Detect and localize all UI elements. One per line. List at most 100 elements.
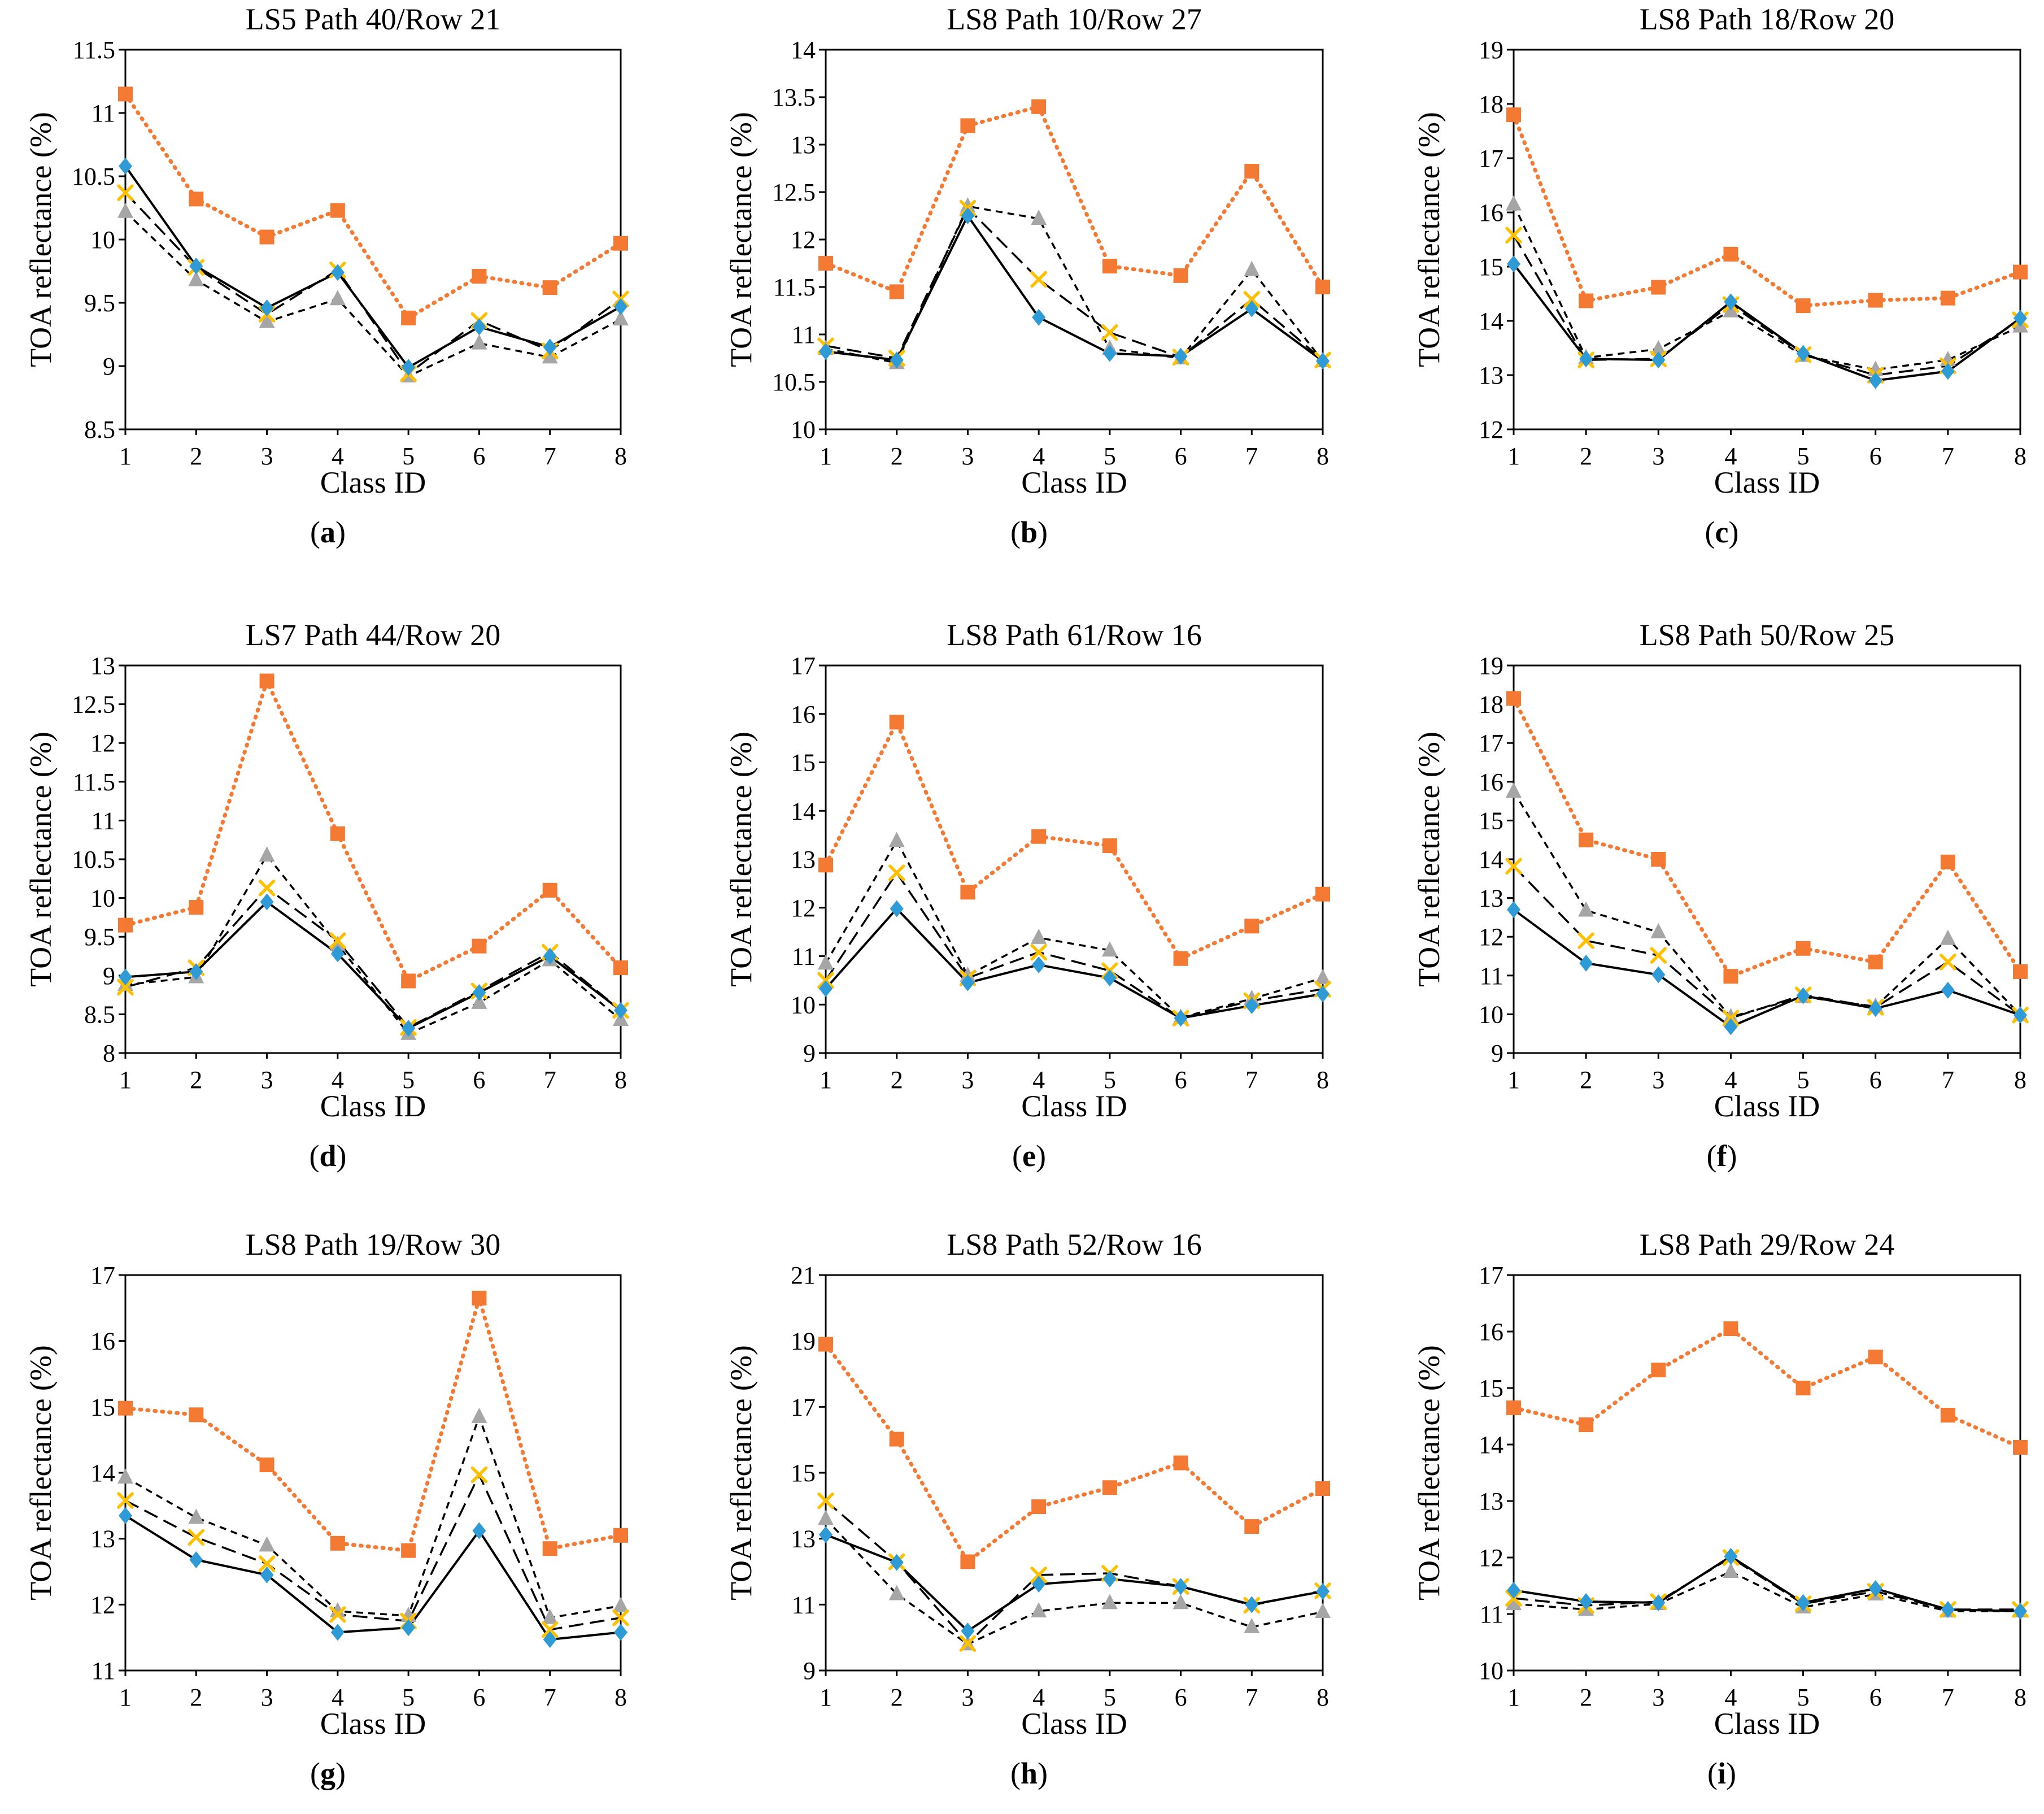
x-tick-label: 3 <box>1652 1684 1664 1711</box>
data-point-square <box>960 885 975 900</box>
y-tick-label: 13 <box>1479 1487 1503 1515</box>
series-line-orange-square-dotted <box>123 1296 623 1553</box>
y-tick-label: 17 <box>1479 1261 1503 1289</box>
series-line-gold-x-longdash <box>124 192 622 375</box>
data-point-diamond <box>1796 1594 1810 1611</box>
data-point-square <box>542 882 557 898</box>
data-point-square <box>1795 298 1811 314</box>
data-point-x <box>188 1529 205 1546</box>
y-tick-label: 9 <box>803 1039 816 1067</box>
data-point-diamond <box>890 351 904 369</box>
x-tick-label: 1 <box>119 1684 132 1711</box>
y-axis-title: TOA reflectance (%) <box>1412 112 1446 367</box>
data-point-x <box>258 880 276 897</box>
data-point-triangle <box>818 954 834 970</box>
panel-letter-text: b <box>1021 515 1038 549</box>
data-point-square <box>542 1541 557 1556</box>
data-point-square <box>1173 268 1188 283</box>
x-tick-label: 8 <box>2014 1066 2026 1094</box>
panel-letter: (a) <box>310 515 346 549</box>
data-point-triangle <box>1244 260 1260 276</box>
data-point-triangle <box>1244 1618 1260 1633</box>
data-point-x <box>117 978 134 996</box>
panel-letter-text: i <box>1718 1756 1726 1790</box>
data-point-triangle <box>1578 901 1594 917</box>
data-point-triangle <box>471 1407 487 1423</box>
y-tick-label: 13 <box>791 131 816 159</box>
data-point-square <box>889 1432 904 1447</box>
y-tick-label: 14 <box>791 36 816 64</box>
data-point-diamond <box>1579 954 1593 972</box>
panel-letter: (d) <box>309 1139 346 1173</box>
x-tick-label: 5 <box>1797 442 1810 470</box>
x-tick-label: 3 <box>961 1684 974 1711</box>
data-point-triangle <box>613 310 629 326</box>
data-point-diamond <box>543 338 557 356</box>
y-axis-title: TOA reflectance (%) <box>724 1345 758 1600</box>
y-axis-title: TOA reflectance (%) <box>24 1345 58 1600</box>
y-tick-label: 10 <box>90 885 115 912</box>
data-point-square <box>1795 1381 1811 1395</box>
y-tick-label: 17 <box>1479 145 1503 172</box>
data-point-diamond <box>260 1566 274 1584</box>
panel-f: LS8 Path 50/Row 259101112131415161718191… <box>1412 618 2029 1173</box>
data-point-diamond <box>472 984 486 1001</box>
y-tick-label: 17 <box>791 1393 816 1421</box>
data-point-triangle <box>1101 1594 1118 1609</box>
data-point-square <box>1723 969 1738 984</box>
data-point-diamond <box>1174 1578 1188 1595</box>
series-line-blue-diamond-solid <box>825 1533 1323 1632</box>
data-point-diamond <box>1102 345 1117 362</box>
x-axis-title: Class ID <box>1714 1707 1820 1741</box>
data-point-square <box>118 917 133 933</box>
data-point-square <box>1723 246 1738 262</box>
y-tick-label: 11 <box>91 1657 115 1685</box>
data-point-triangle <box>329 1602 346 1617</box>
y-tick-label: 11 <box>91 99 115 127</box>
data-point-diamond <box>2014 1603 2027 1620</box>
series-line-gray-triangle-dashed <box>1513 791 2021 1018</box>
y-tick-label: 12 <box>1479 923 1503 951</box>
x-tick-label: 2 <box>1580 1684 1592 1711</box>
y-tick-label: 9 <box>1491 1039 1503 1067</box>
x-tick-label: 8 <box>1317 442 1329 470</box>
y-tick-label: 11 <box>792 943 816 971</box>
y-tick-label: 19 <box>1479 652 1503 680</box>
plot-area-frame <box>1513 49 2021 430</box>
y-tick-label: 15 <box>791 1459 816 1487</box>
y-tick-label: 11 <box>1480 962 1503 990</box>
y-tick-label: 11.5 <box>773 273 816 301</box>
data-point-triangle <box>1940 929 1956 945</box>
chart-title: LS8 Path 29/Row 24 <box>1640 1228 1895 1261</box>
data-point-x <box>1243 291 1261 308</box>
data-point-square <box>960 118 975 133</box>
y-tick-label: 15 <box>1479 807 1503 834</box>
series-line-blue-diamond-solid <box>125 901 622 1030</box>
data-point-square <box>818 256 833 271</box>
y-tick-label: 15 <box>90 1393 115 1421</box>
data-point-square <box>1031 829 1047 844</box>
data-point-diamond <box>1651 1594 1666 1611</box>
data-point-square <box>1940 854 1955 869</box>
y-tick-label: 12.5 <box>72 691 115 719</box>
data-point-square <box>330 826 345 841</box>
y-tick-label: 11 <box>792 321 816 349</box>
data-point-diamond <box>614 298 627 315</box>
y-tick-label: 10 <box>791 991 816 1019</box>
series-line-orange-square-dotted <box>1511 696 2023 978</box>
data-point-square <box>818 858 833 873</box>
data-point-diamond <box>1868 1580 1882 1597</box>
data-point-x <box>117 1492 134 1509</box>
y-tick-label: 16 <box>1479 199 1503 227</box>
data-point-triangle <box>1723 1563 1739 1578</box>
x-tick-label: 3 <box>1652 442 1664 470</box>
plot-area-frame <box>124 664 622 1054</box>
y-axis-title: TOA reflectance (%) <box>724 112 758 367</box>
data-point-triangle <box>1506 195 1522 211</box>
plot-area-frame <box>1513 1274 2021 1672</box>
x-tick-label: 2 <box>190 1684 202 1711</box>
data-point-diamond <box>1245 997 1259 1014</box>
data-point-square <box>613 236 628 251</box>
x-tick-label: 5 <box>1797 1066 1810 1094</box>
